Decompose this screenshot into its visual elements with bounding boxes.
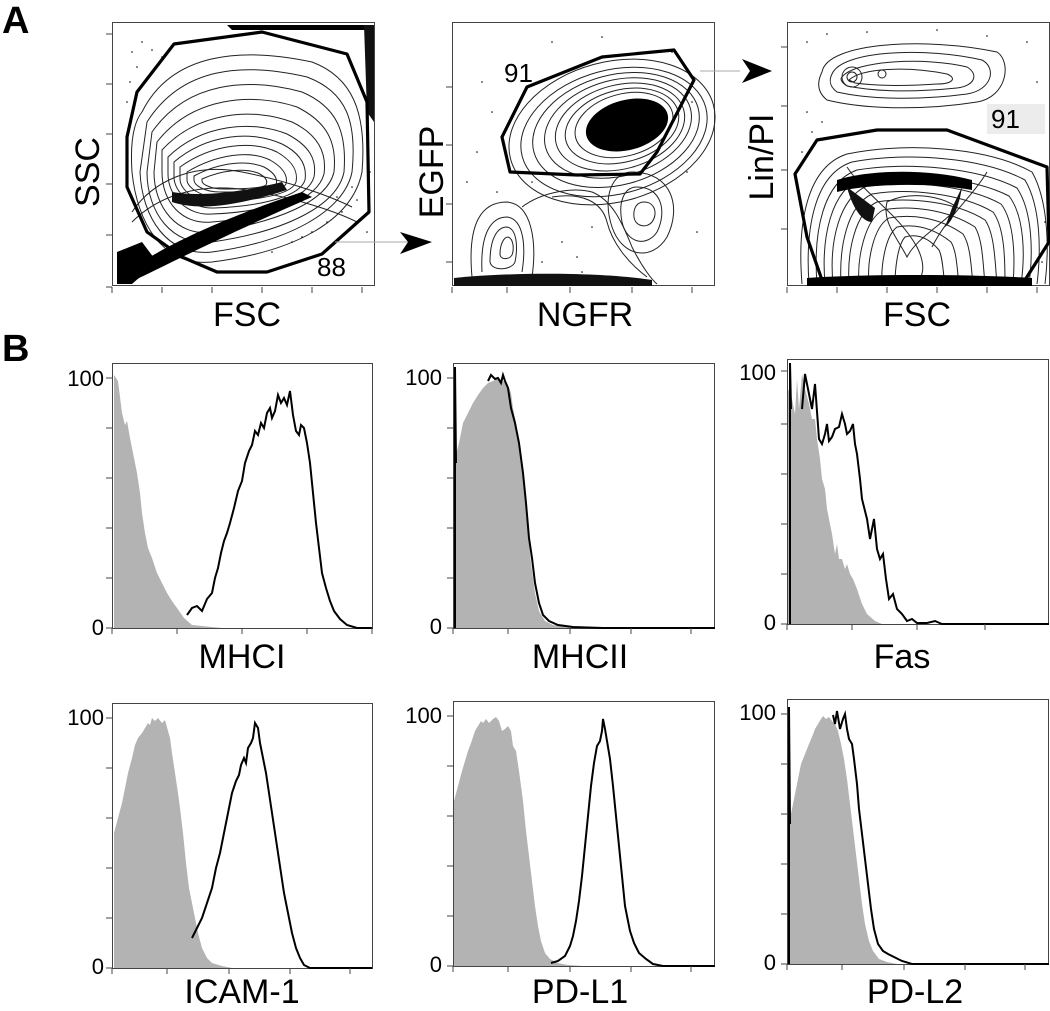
- axis-ticks: [106, 377, 373, 634]
- plot-a1-ssc-vs-fsc: 88: [106, 22, 376, 293]
- histogram-mhci: [106, 363, 374, 634]
- axis-ticks: [781, 713, 1026, 970]
- axis-ticks: [106, 33, 363, 293]
- axis-ticks: [106, 717, 351, 974]
- histogram-plot-icam-1: [106, 703, 373, 974]
- contour-plot-a3: [781, 22, 1050, 293]
- x-axis-label-fas: Fas: [873, 638, 931, 676]
- isotype-area: [454, 717, 583, 966]
- event-dots: [126, 41, 371, 253]
- x-axis-label-fsc: FSC: [883, 296, 951, 334]
- plot-a2-egfp-vs-ngfr: 91: [446, 22, 716, 293]
- axis-ticks: [781, 46, 1038, 293]
- stain-line: [789, 362, 1049, 625]
- x-axis-label-pd-l2: PD-L2: [866, 973, 964, 1011]
- isotype-area: [454, 378, 593, 628]
- plot-a3-linpi-vs-fsc: 91: [781, 22, 1050, 293]
- stain-line: [454, 366, 715, 629]
- histogram-mhcii: [447, 363, 716, 634]
- axis-ticks: [447, 377, 692, 634]
- x-axis-label-ngfr: NGFR: [536, 296, 634, 334]
- panel-letter-a: A: [2, 0, 30, 42]
- gate-label-91: 91: [504, 58, 533, 88]
- axis-ticks: [446, 86, 693, 293]
- x-axis-label-fsc: FSC: [213, 296, 281, 334]
- stain-line: [191, 720, 372, 969]
- x-axis-label-icam-1: ICAM-1: [184, 973, 300, 1011]
- event-dots: [466, 36, 698, 273]
- y-tick-0: 0: [763, 610, 776, 635]
- y-axis-label-ssc: SSC: [69, 137, 107, 207]
- axis-ticks: [781, 370, 986, 630]
- y-tick-100: 100: [405, 703, 442, 728]
- gate-polygon-91: [500, 48, 696, 177]
- isotype-area: [788, 374, 882, 624]
- arrow-icon-a2-to-a3: [700, 59, 772, 83]
- histogram-plot-mhcii: [447, 363, 715, 634]
- y-tick-100: 100: [739, 700, 776, 725]
- y-axis-label-egfp: EGFP: [413, 125, 451, 219]
- y-tick-0: 0: [429, 614, 442, 639]
- y-axis-label-lin-pi: Lin/PI: [743, 113, 781, 201]
- y-tick-100: 100: [739, 360, 776, 385]
- y-tick-0: 0: [429, 952, 442, 977]
- isotype-area: [788, 716, 897, 964]
- gate-polygon-91: [793, 128, 1050, 282]
- contour-plot-a2: [446, 22, 716, 293]
- stain-line: [186, 390, 372, 629]
- isotype-area: [114, 718, 232, 968]
- gate-polygon-88: [125, 30, 371, 274]
- y-tick-100: 100: [405, 365, 442, 390]
- x-axis-label-mhci: MHCI: [198, 638, 286, 676]
- histogram-plot-pd-l1: [447, 701, 715, 972]
- stain-line: [550, 718, 715, 967]
- x-axis-label-mhcii: MHCII: [531, 638, 629, 676]
- y-tick-0: 0: [763, 950, 776, 975]
- histogram-icam-1: [106, 703, 374, 974]
- y-tick-0: 0: [91, 954, 104, 979]
- panel-letter-b: B: [2, 328, 30, 370]
- gate-label-91: 91: [987, 104, 1045, 134]
- histogram-plot-fas: [781, 359, 1049, 630]
- axis-ticks: [447, 715, 692, 972]
- histogram-fas: [781, 359, 1050, 630]
- stain-line: [788, 706, 1049, 965]
- histogram-plot-mhci: [106, 363, 373, 634]
- contour-plot-a1: [106, 22, 375, 293]
- histogram-plot-pd-l2: [781, 699, 1049, 970]
- gate-label-88: 88: [317, 252, 346, 282]
- x-axis-label-pd-l1: PD-L1: [531, 973, 629, 1011]
- y-tick-100: 100: [67, 705, 104, 730]
- histogram-pd-l1: [447, 701, 716, 972]
- y-tick-0: 0: [91, 615, 104, 640]
- y-tick-100: 100: [67, 366, 104, 391]
- histogram-pd-l2: [781, 699, 1050, 970]
- isotype-area: [114, 375, 222, 628]
- arrow-icon-a1-to-a2: [335, 232, 432, 254]
